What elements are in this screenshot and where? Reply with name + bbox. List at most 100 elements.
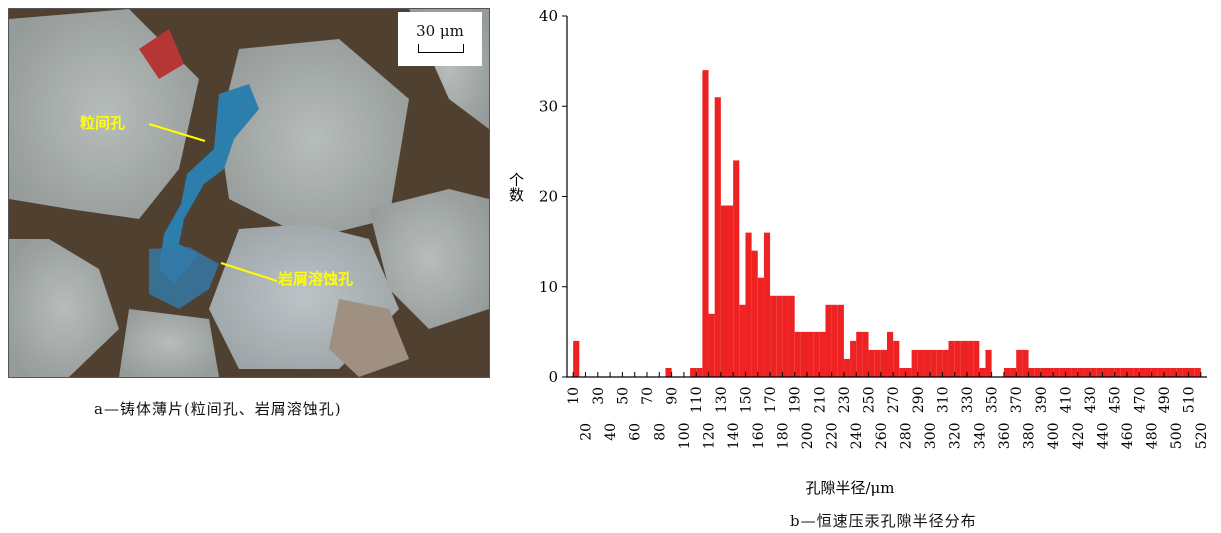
x-tick-label: 30 xyxy=(591,387,607,405)
bar xyxy=(948,340,955,377)
x-tick-label: 100 xyxy=(677,422,693,449)
x-tick-label: 180 xyxy=(775,422,791,449)
bar xyxy=(573,340,580,377)
bar xyxy=(856,331,863,377)
bar xyxy=(1163,367,1171,377)
bar xyxy=(1108,367,1115,377)
x-tick-label: 430 xyxy=(1083,386,1099,413)
bar xyxy=(1071,367,1078,377)
y-axis-label: 个数 xyxy=(507,172,525,202)
bar xyxy=(1047,367,1054,377)
pointer-line-intergranular xyxy=(148,123,206,142)
bar xyxy=(745,232,752,377)
y-tick-label: 30 xyxy=(539,97,558,115)
x-tick-label: 70 xyxy=(640,387,656,405)
bar xyxy=(850,340,857,377)
x-tick-label: 230 xyxy=(837,386,853,413)
bar xyxy=(893,340,900,377)
bar xyxy=(708,313,715,377)
label-intergranular-pore: 粒间孔 xyxy=(80,114,126,132)
bar xyxy=(1127,367,1134,377)
x-tick-label: 270 xyxy=(886,386,902,413)
x-tick-label: 290 xyxy=(911,386,927,413)
bar xyxy=(696,367,703,377)
bar xyxy=(1077,367,1084,377)
bar xyxy=(930,349,937,377)
x-tick-label: 50 xyxy=(615,387,631,405)
caption-b: b—恒速压汞孔隙半径分布 xyxy=(790,512,977,530)
bar xyxy=(1028,367,1035,377)
bar xyxy=(1059,367,1066,377)
bar xyxy=(1176,367,1183,377)
bar xyxy=(763,232,771,377)
x-tick-label: 250 xyxy=(862,386,878,413)
x-tick-label: 190 xyxy=(788,386,804,413)
x-tick-label: 520 xyxy=(1194,422,1210,449)
bar xyxy=(1090,367,1097,377)
x-tick-label: 510 xyxy=(1182,386,1198,413)
bar xyxy=(813,331,820,377)
bar xyxy=(1102,367,1109,377)
x-tick-label: 340 xyxy=(972,422,988,449)
bar xyxy=(819,331,826,377)
y-tick-label: 40 xyxy=(539,7,558,25)
bar xyxy=(1083,367,1091,377)
scale-bar-box: 30 μm xyxy=(398,12,482,66)
bar xyxy=(739,304,746,377)
x-tick-label: 130 xyxy=(714,386,730,413)
bar xyxy=(1003,367,1011,377)
x-tick-label: 40 xyxy=(603,423,619,441)
bar xyxy=(899,367,906,377)
x-tick-label: 160 xyxy=(751,422,767,449)
bar xyxy=(702,70,709,378)
x-tick-label: 200 xyxy=(800,422,816,449)
x-tick-label: 410 xyxy=(1058,386,1074,413)
bar xyxy=(807,331,814,377)
bar xyxy=(973,340,980,377)
x-tick-label: 310 xyxy=(935,386,951,413)
bar xyxy=(794,331,801,377)
label-dissolution-pore: 岩屑溶蚀孔 xyxy=(278,270,354,288)
x-tick-label: 480 xyxy=(1145,422,1161,449)
x-tick-label: 120 xyxy=(702,422,718,449)
bar xyxy=(887,331,894,377)
bar xyxy=(1139,367,1146,377)
bar xyxy=(751,250,758,377)
bar xyxy=(923,349,931,377)
bar xyxy=(1065,367,1072,377)
bar xyxy=(843,358,851,377)
x-tick-label: 460 xyxy=(1120,422,1136,449)
bar xyxy=(868,349,875,377)
bar xyxy=(979,367,986,377)
pointer-line-dissolution xyxy=(220,262,278,282)
bar xyxy=(782,295,789,377)
bar xyxy=(733,160,740,377)
x-tick-label: 220 xyxy=(825,422,841,449)
bar xyxy=(1034,367,1041,377)
bar xyxy=(1040,367,1047,377)
pore-radius-histogram: 0 10 20 30 40 10 30 50 70 90 110 130 150 170 190 210 230… xyxy=(507,7,1210,497)
bar xyxy=(776,295,783,377)
bar xyxy=(1022,349,1029,377)
x-tick-label: 110 xyxy=(689,386,705,413)
bar xyxy=(874,349,881,377)
bar xyxy=(954,340,961,377)
bar xyxy=(1182,367,1189,377)
bar xyxy=(825,304,832,377)
axis-lines xyxy=(566,16,1207,378)
x-tick-label: 280 xyxy=(898,422,914,449)
x-tick-label: 300 xyxy=(923,422,939,449)
y-tick-label: 20 xyxy=(539,188,558,206)
bar xyxy=(942,349,949,377)
x-tick-label: 20 xyxy=(578,423,594,441)
x-tick-label: 90 xyxy=(665,387,681,405)
x-tick-label: 370 xyxy=(1009,386,1025,413)
x-axis-label: 孔隙半径/μm xyxy=(805,479,894,497)
bar xyxy=(1010,367,1017,377)
bar xyxy=(862,331,869,377)
bar xyxy=(917,349,924,377)
bar xyxy=(1151,367,1158,377)
bar xyxy=(757,277,764,377)
bar xyxy=(831,304,838,377)
bar xyxy=(960,340,967,377)
